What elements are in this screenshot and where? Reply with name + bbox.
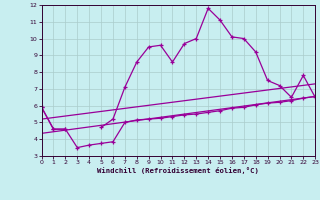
X-axis label: Windchill (Refroidissement éolien,°C): Windchill (Refroidissement éolien,°C)	[98, 167, 259, 174]
